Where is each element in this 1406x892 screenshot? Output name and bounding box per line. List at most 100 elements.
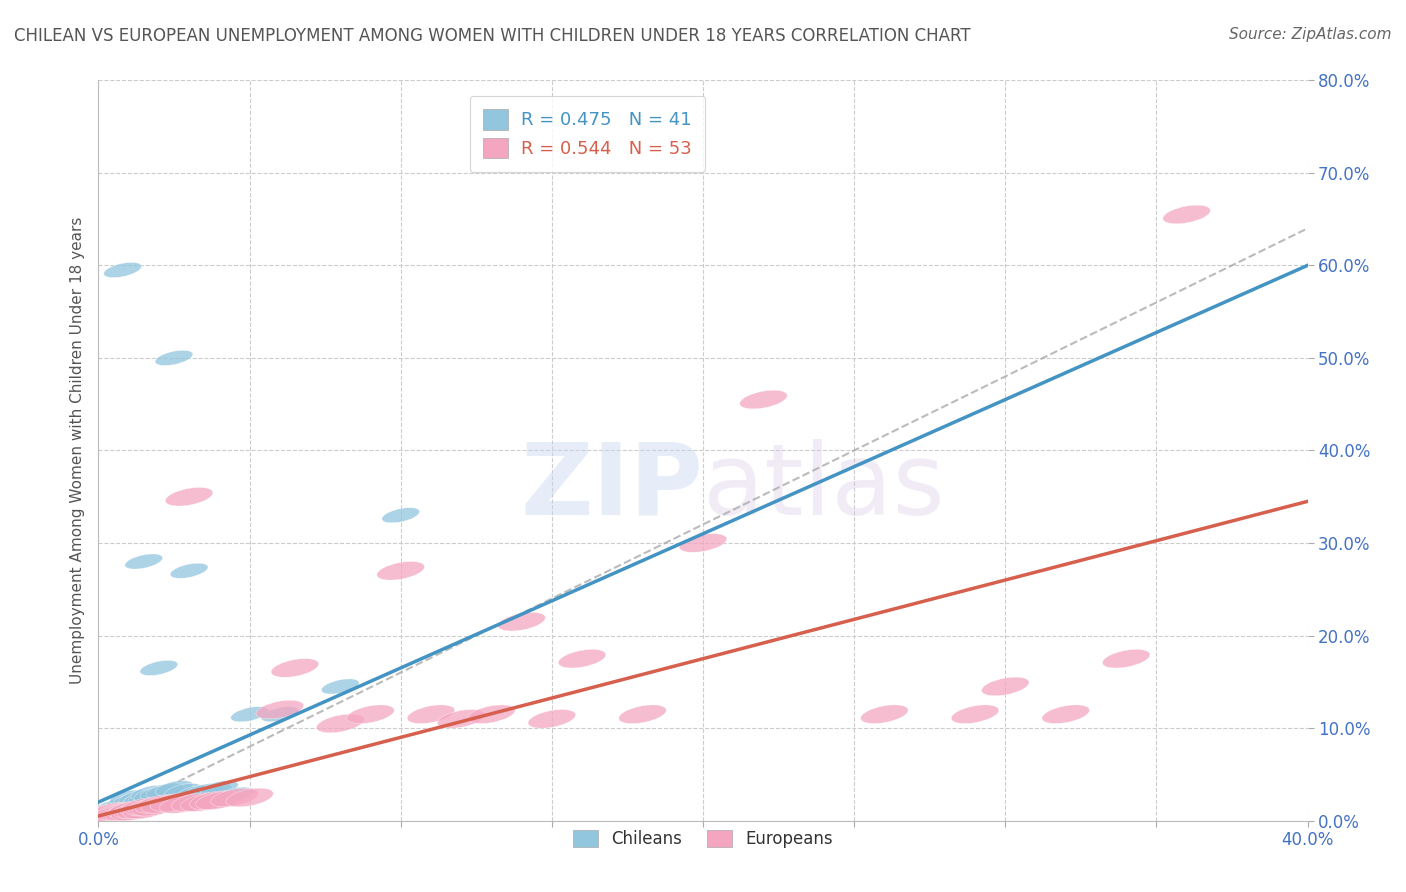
Ellipse shape xyxy=(120,797,167,816)
Ellipse shape xyxy=(127,797,173,816)
Ellipse shape xyxy=(89,804,127,819)
Ellipse shape xyxy=(111,802,159,821)
Ellipse shape xyxy=(529,709,575,728)
Ellipse shape xyxy=(135,795,183,814)
Ellipse shape xyxy=(122,800,170,819)
Text: CHILEAN VS EUROPEAN UNEMPLOYMENT AMONG WOMEN WITH CHILDREN UNDER 18 YEARS CORREL: CHILEAN VS EUROPEAN UNEMPLOYMENT AMONG W… xyxy=(14,27,970,45)
Ellipse shape xyxy=(437,709,485,728)
Text: atlas: atlas xyxy=(703,439,945,536)
Ellipse shape xyxy=(347,705,394,723)
Ellipse shape xyxy=(271,658,319,677)
Ellipse shape xyxy=(110,795,148,810)
Ellipse shape xyxy=(120,790,156,805)
Ellipse shape xyxy=(468,705,515,723)
Ellipse shape xyxy=(80,806,128,825)
Ellipse shape xyxy=(104,797,142,812)
Ellipse shape xyxy=(117,800,165,819)
Ellipse shape xyxy=(97,802,135,817)
Ellipse shape xyxy=(94,799,132,814)
Ellipse shape xyxy=(159,795,207,814)
Y-axis label: Unemployment Among Women with Children Under 18 years: Unemployment Among Women with Children U… xyxy=(69,217,84,684)
Ellipse shape xyxy=(91,802,129,817)
Ellipse shape xyxy=(86,808,124,823)
Ellipse shape xyxy=(125,554,163,569)
Ellipse shape xyxy=(619,705,666,723)
Ellipse shape xyxy=(129,797,177,816)
Ellipse shape xyxy=(105,802,152,821)
Text: ZIP: ZIP xyxy=(520,439,703,536)
Ellipse shape xyxy=(558,649,606,668)
Ellipse shape xyxy=(180,793,228,812)
Ellipse shape xyxy=(256,700,304,719)
Ellipse shape xyxy=(316,714,364,733)
Ellipse shape xyxy=(87,804,135,822)
Ellipse shape xyxy=(83,808,121,823)
Ellipse shape xyxy=(166,487,212,506)
Ellipse shape xyxy=(155,351,193,366)
Ellipse shape xyxy=(146,783,184,798)
Ellipse shape xyxy=(952,705,998,723)
Ellipse shape xyxy=(134,787,172,802)
Ellipse shape xyxy=(981,677,1029,696)
Ellipse shape xyxy=(101,802,149,821)
Ellipse shape xyxy=(322,679,359,694)
Ellipse shape xyxy=(150,793,198,812)
Ellipse shape xyxy=(170,563,208,578)
Ellipse shape xyxy=(679,533,727,552)
Ellipse shape xyxy=(215,787,253,802)
Ellipse shape xyxy=(108,800,156,819)
Ellipse shape xyxy=(110,790,148,805)
Ellipse shape xyxy=(93,804,141,822)
Ellipse shape xyxy=(84,804,131,822)
Ellipse shape xyxy=(740,390,787,409)
Ellipse shape xyxy=(89,808,127,823)
Ellipse shape xyxy=(231,706,269,722)
Ellipse shape xyxy=(115,795,153,810)
Ellipse shape xyxy=(101,799,138,814)
Ellipse shape xyxy=(90,804,138,822)
Ellipse shape xyxy=(155,780,193,796)
Ellipse shape xyxy=(176,785,214,800)
Ellipse shape xyxy=(94,804,132,819)
Ellipse shape xyxy=(860,705,908,723)
Ellipse shape xyxy=(131,785,169,800)
Ellipse shape xyxy=(408,705,454,723)
Ellipse shape xyxy=(141,785,177,800)
Ellipse shape xyxy=(122,793,160,808)
Ellipse shape xyxy=(132,797,180,816)
Ellipse shape xyxy=(262,706,298,722)
Ellipse shape xyxy=(112,793,150,808)
Ellipse shape xyxy=(165,783,202,798)
Ellipse shape xyxy=(98,802,146,821)
Ellipse shape xyxy=(226,789,273,807)
Ellipse shape xyxy=(190,791,238,810)
Ellipse shape xyxy=(141,795,188,814)
Ellipse shape xyxy=(125,790,163,805)
Ellipse shape xyxy=(186,783,224,798)
Ellipse shape xyxy=(194,783,232,798)
Ellipse shape xyxy=(80,804,128,822)
Ellipse shape xyxy=(498,612,546,631)
Ellipse shape xyxy=(1163,205,1211,224)
Legend: Chileans, Europeans: Chileans, Europeans xyxy=(565,822,841,856)
Ellipse shape xyxy=(96,802,143,821)
Ellipse shape xyxy=(128,790,166,805)
Ellipse shape xyxy=(1042,705,1090,723)
Ellipse shape xyxy=(77,806,125,825)
Ellipse shape xyxy=(114,800,162,819)
Ellipse shape xyxy=(141,660,177,675)
Ellipse shape xyxy=(104,262,142,277)
Ellipse shape xyxy=(107,799,145,814)
Ellipse shape xyxy=(172,793,219,812)
Ellipse shape xyxy=(84,806,131,825)
Ellipse shape xyxy=(211,789,259,807)
Ellipse shape xyxy=(377,561,425,580)
Ellipse shape xyxy=(195,791,243,810)
Ellipse shape xyxy=(86,804,124,819)
Ellipse shape xyxy=(1102,649,1150,668)
Ellipse shape xyxy=(382,508,419,523)
Ellipse shape xyxy=(91,805,129,821)
Ellipse shape xyxy=(201,780,238,796)
Text: Source: ZipAtlas.com: Source: ZipAtlas.com xyxy=(1229,27,1392,42)
Ellipse shape xyxy=(90,802,138,821)
